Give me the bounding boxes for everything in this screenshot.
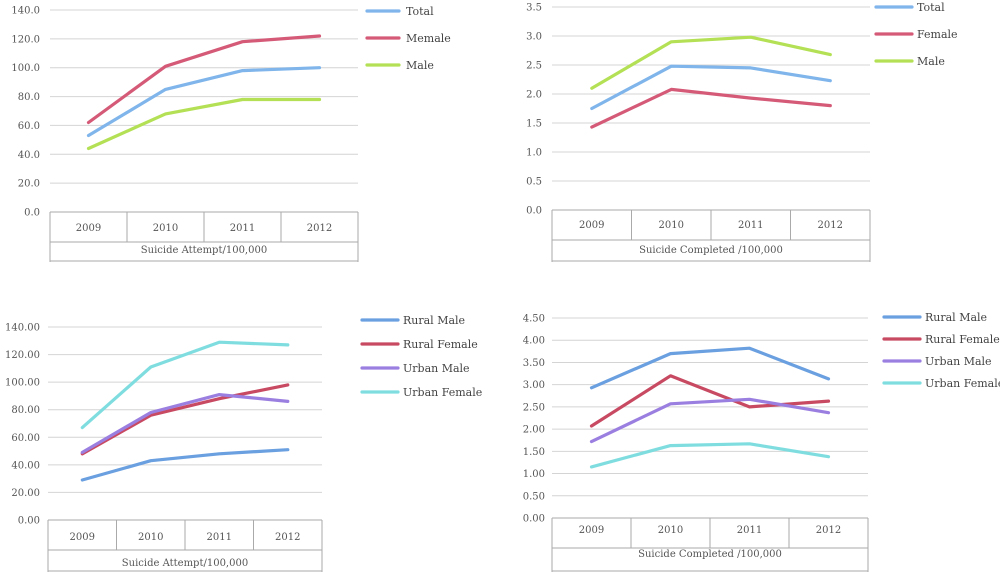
legend: Rural Male Rural Female Urban Male Urban Fe…: [882, 311, 1000, 390]
chart-4: 0.00 0.50 1.00 1.50 2.00 2.50 3.00 3.50 4.00 4.50…: [523, 311, 1000, 572]
series-line-urban-male: [80, 393, 290, 454]
y-tick-label: 140.0: [11, 6, 40, 17]
y-tick-label: 1.50: [523, 447, 545, 458]
legend-label: Rural Female: [403, 338, 478, 351]
x-tick-label: 2012: [275, 532, 300, 543]
series-line-urban-female: [80, 340, 290, 430]
x-tick-label: 2011: [207, 532, 232, 543]
y-tick-label: 0.00: [523, 514, 545, 525]
legend-label: Urban Female: [925, 377, 1000, 390]
legend-label: Rural Male: [403, 314, 465, 327]
x-tick-label: 2010: [153, 223, 178, 234]
x-tick-label: 2009: [76, 223, 101, 234]
y-tick-label: 3.0: [526, 32, 542, 43]
y-tick-label: 1.00: [523, 469, 545, 480]
x-tick-label: 2009: [70, 532, 95, 543]
y-tick-label: 0.0: [24, 208, 40, 219]
series-line-female: [590, 87, 832, 129]
y-tick-label: 1.5: [526, 119, 542, 130]
legend-label: Urban Male: [925, 355, 992, 368]
legend-label: Urban Male: [403, 362, 470, 375]
y-tick-label: 4.50: [523, 314, 545, 325]
x-tick-label: 2009: [579, 525, 604, 536]
y-tick-label: 2.0: [526, 90, 542, 101]
legend-label: Total: [917, 1, 945, 14]
y-tick-label: 40.00: [11, 460, 40, 471]
x-tick-label: 2012: [816, 525, 841, 536]
y-tick-label: 100.00: [5, 378, 40, 389]
x-tick-label: 2010: [659, 220, 684, 231]
y-tick-label: 80.00: [11, 405, 40, 416]
y-tick-label: 80.0: [18, 92, 40, 103]
y-tick-label: 2.00: [523, 425, 545, 436]
legend-label: Female: [917, 28, 958, 41]
legend-label: Male: [917, 55, 945, 68]
legend-label: Total: [406, 5, 434, 18]
y-tick-label: 140.00: [5, 323, 40, 334]
y-tick-label: 0.00: [18, 516, 40, 527]
x-tick-label: 2011: [737, 525, 762, 536]
series-line-rural-female: [589, 374, 831, 428]
x-axis-title: Suicide Attempt/100,000: [122, 558, 248, 569]
y-tick-label: 20.00: [11, 488, 40, 499]
legend: Total Female Male: [874, 1, 958, 68]
series-line-total: [590, 64, 832, 111]
y-tick-label: 2.50: [523, 402, 545, 413]
chart-3: 0.00 20.00 40.00 60.00 80.00 100.00 120.00 140.…: [5, 314, 482, 572]
x-axis-title: Suicide Attempt/100,000: [141, 245, 267, 256]
y-tick-label: 120.00: [5, 350, 40, 361]
y-tick-label: 40.0: [18, 150, 40, 161]
series-line-urban-male: [589, 397, 831, 444]
y-tick-label: 0.5: [526, 177, 542, 188]
y-tick-label: 60.0: [18, 121, 40, 132]
y-tick-label: 3.5: [526, 3, 542, 14]
y-tick-label: 100.0: [11, 63, 40, 74]
y-tick-label: 20.0: [18, 179, 40, 190]
legend-label: Rural Female: [925, 333, 1000, 346]
legend-label: Rural Male: [925, 311, 987, 324]
series-line-male: [590, 35, 832, 90]
y-tick-label: 0.0: [526, 206, 542, 217]
legend: Rural Male Rural Female Urban Male Urban Fe…: [360, 314, 482, 399]
x-axis-title: Suicide Completed /100,000: [638, 549, 782, 560]
x-tick-label: 2009: [579, 220, 604, 231]
y-tick-label: 1.0: [526, 148, 542, 159]
x-tick-label: 2010: [138, 532, 163, 543]
legend: Total Memale Male: [365, 5, 451, 72]
series-line-rural-female: [80, 383, 290, 456]
x-axis-title: Suicide Completed /100,000: [639, 245, 783, 256]
chart-1: 0.0 20.0 40.0 60.0 80.0 100.0 120.0 140.0 2009 20…: [11, 5, 451, 262]
x-tick-label: 2012: [307, 223, 332, 234]
chart-2: 0.0 0.5 1.0 1.5 2.0 2.5 3.0 3.5 2009 2010 2011 2012…: [526, 1, 958, 262]
x-tick-label: 2010: [658, 525, 683, 536]
y-tick-label: 2.5: [526, 61, 542, 72]
y-tick-label: 60.00: [11, 433, 40, 444]
legend-label: Male: [406, 59, 434, 72]
series-line-male: [86, 97, 322, 151]
y-tick-label: 3.50: [523, 358, 545, 369]
x-tick-label: 2012: [818, 220, 843, 231]
legend-label: Urban Female: [403, 386, 482, 399]
series-line-memale: [86, 34, 322, 125]
series-line-rural-male: [80, 448, 290, 482]
y-tick-label: 120.0: [11, 34, 40, 45]
series-line-total: [86, 66, 322, 138]
x-tick-label: 2011: [230, 223, 255, 234]
series-line-urban-female: [589, 442, 831, 469]
y-tick-label: 0.50: [523, 491, 545, 502]
y-tick-label: 4.00: [523, 336, 545, 347]
series-line-rural-male: [589, 346, 831, 390]
y-tick-label: 3.00: [523, 380, 545, 391]
x-tick-label: 2011: [738, 220, 763, 231]
legend-label: Memale: [406, 32, 451, 45]
